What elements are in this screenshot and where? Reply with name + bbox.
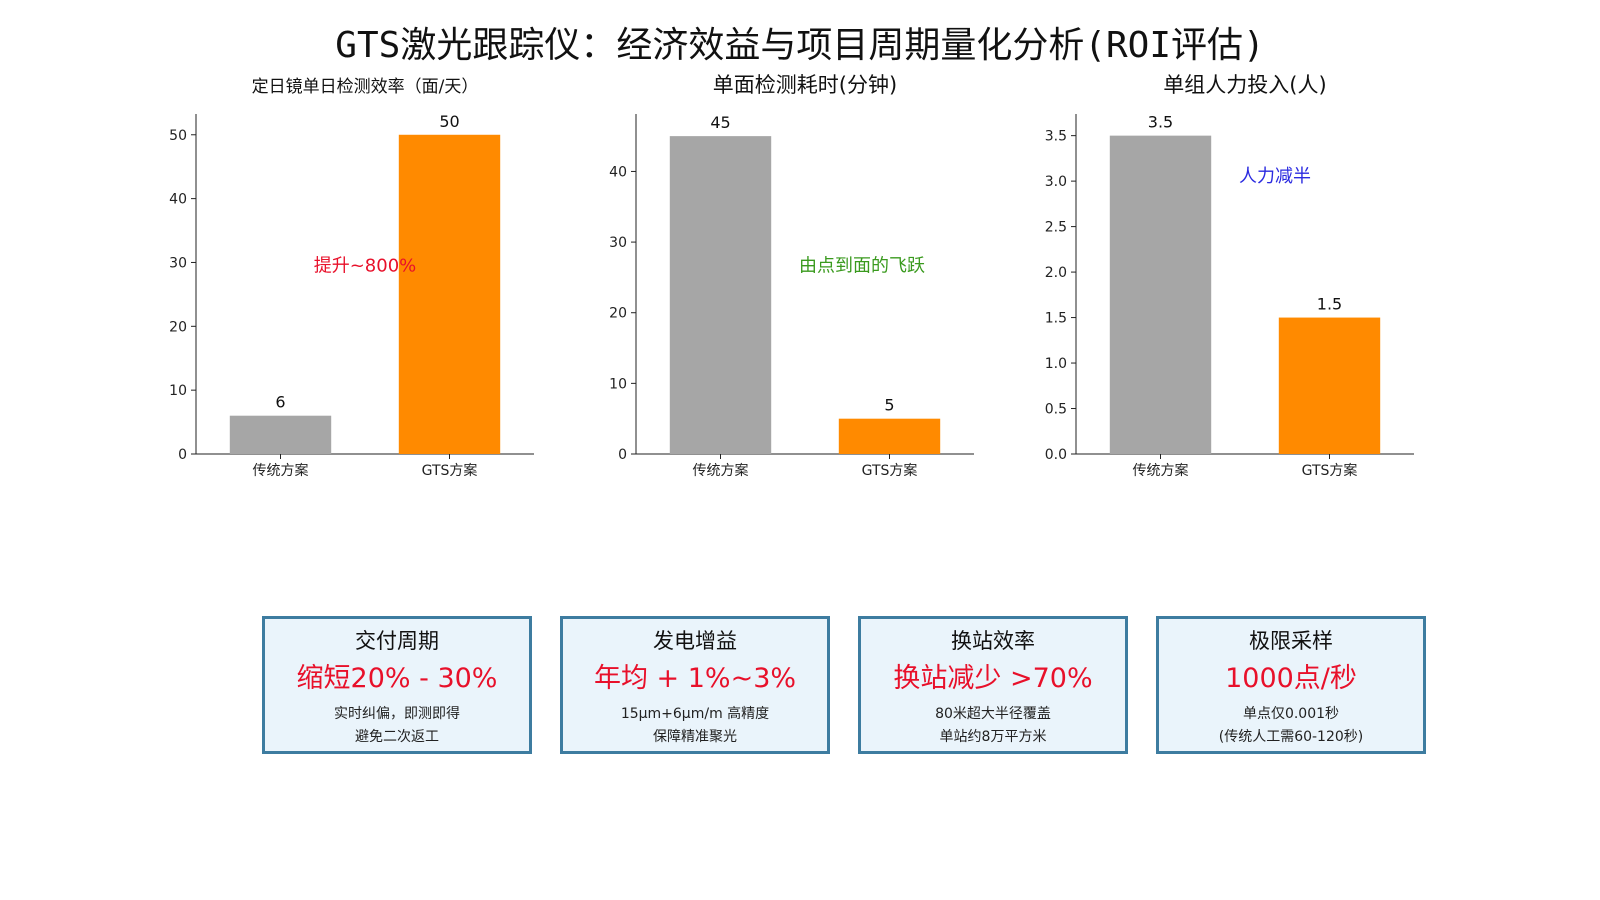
card-station-efficiency: 换站效率 换站减少 >70% 80米超大半径覆盖 单站约8万平方米: [858, 616, 1128, 754]
y-tick-label: 0: [178, 447, 187, 463]
bar-gts: [1278, 317, 1381, 454]
y-tick-label: 3.0: [1045, 174, 1067, 190]
card-delivery-cycle: 交付周期 缩短20% - 30% 实时纠偏，即测即得 避免二次返工: [262, 616, 532, 754]
x-tick-label: GTS方案: [1302, 462, 1358, 479]
y-tick-label: 0.5: [1045, 402, 1067, 418]
y-tick-label: 30: [169, 255, 187, 271]
y-tick-label: 0: [618, 447, 627, 463]
y-tick-label: 20: [169, 319, 187, 335]
y-tick-label: 2.5: [1045, 220, 1067, 236]
card-value: 换站减少 >70%: [893, 663, 1093, 694]
card-value: 缩短20% - 30%: [296, 663, 498, 694]
chart-title: 定日镜单日检测效率（面/天）: [252, 77, 479, 97]
data-label: 45: [710, 113, 730, 132]
y-tick-label: 40: [609, 164, 627, 180]
y-tick-label: 10: [609, 376, 627, 392]
x-tick-label: 传统方案: [253, 462, 309, 479]
page-title: GTS激光跟踪仪：经济效益与项目周期量化分析(ROI评估): [335, 25, 1265, 66]
card-title: 极限采样: [1249, 629, 1333, 653]
y-tick-label: 1.5: [1045, 311, 1067, 327]
card-title: 换站效率: [951, 629, 1035, 653]
card-title: 交付周期: [355, 629, 439, 653]
data-label: 1.5: [1317, 295, 1342, 314]
bar-traditional: [229, 415, 332, 454]
annotation-label: 人力减半: [1239, 166, 1311, 187]
card-desc: 15μm+6μm/m 高精度: [620, 706, 770, 722]
y-tick-label: 30: [609, 235, 627, 251]
y-tick-label: 40: [169, 192, 187, 208]
bar-gts: [398, 134, 501, 454]
data-label: 50: [439, 112, 459, 131]
y-tick-label: 1.0: [1045, 356, 1067, 372]
card-value: 1000点/秒: [1225, 663, 1357, 694]
chart-daily-efficiency: 定日镜单日检测效率（面/天） 0 10 20 30 40 50 6 传统方案 50 GTS方案 提升~…: [169, 77, 534, 479]
data-label: 5: [884, 396, 894, 415]
card-desc: 保障精准聚光: [653, 729, 737, 745]
data-label: 3.5: [1148, 113, 1173, 132]
x-tick-label: 传统方案: [1133, 462, 1189, 479]
card-desc: 80米超大半径覆盖: [935, 706, 1051, 722]
bar-traditional: [669, 136, 772, 454]
card-desc: 实时纠偏，即测即得: [334, 706, 460, 722]
card-desc: 避免二次返工: [355, 729, 439, 745]
card-sampling-rate: 极限采样 1000点/秒 单点仅0.001秒 (传统人工需60-120秒): [1156, 616, 1426, 754]
x-tick-label: GTS方案: [862, 462, 918, 479]
chart-title: 单组人力投入(人): [1163, 73, 1326, 97]
chart-manpower: 单组人力投入(人) 0.0 0.5 1.0 1.5 2.0 2.5 3.0 3.5 3.5 传统方案…: [1045, 73, 1414, 479]
card-desc: 单点仅0.001秒: [1242, 706, 1340, 722]
y-tick-label: 50: [169, 128, 187, 144]
annotation-label: 由点到面的飞跃: [799, 255, 925, 276]
card-value: 年均 + 1%~3%: [593, 663, 797, 694]
bar-traditional: [1109, 135, 1212, 454]
card-title: 发电增益: [653, 629, 737, 653]
y-tick-label: 0.0: [1045, 447, 1067, 463]
x-tick-label: GTS方案: [422, 462, 478, 479]
y-tick-label: 20: [609, 306, 627, 322]
card-desc: (传统人工需60-120秒): [1218, 729, 1364, 745]
y-tick-label: 3.5: [1045, 129, 1067, 145]
bar-gts: [838, 418, 941, 454]
y-tick-label: 2.0: [1045, 265, 1067, 281]
data-label: 6: [275, 393, 285, 412]
annotation-label: 提升~800%: [314, 255, 417, 276]
card-power-gain: 发电增益 年均 + 1%~3% 15μm+6μm/m 高精度 保障精准聚光: [560, 616, 830, 754]
x-tick-label: 传统方案: [693, 462, 749, 479]
chart-title: 单面检测耗时(分钟): [713, 73, 897, 97]
card-desc: 单站约8万平方米: [939, 729, 1047, 745]
chart-inspection-time: 单面检测耗时(分钟) 0 10 20 30 40 45 传统方案 5 GTS方案 由点到面的飞跃: [609, 73, 974, 479]
y-tick-label: 10: [169, 383, 187, 399]
